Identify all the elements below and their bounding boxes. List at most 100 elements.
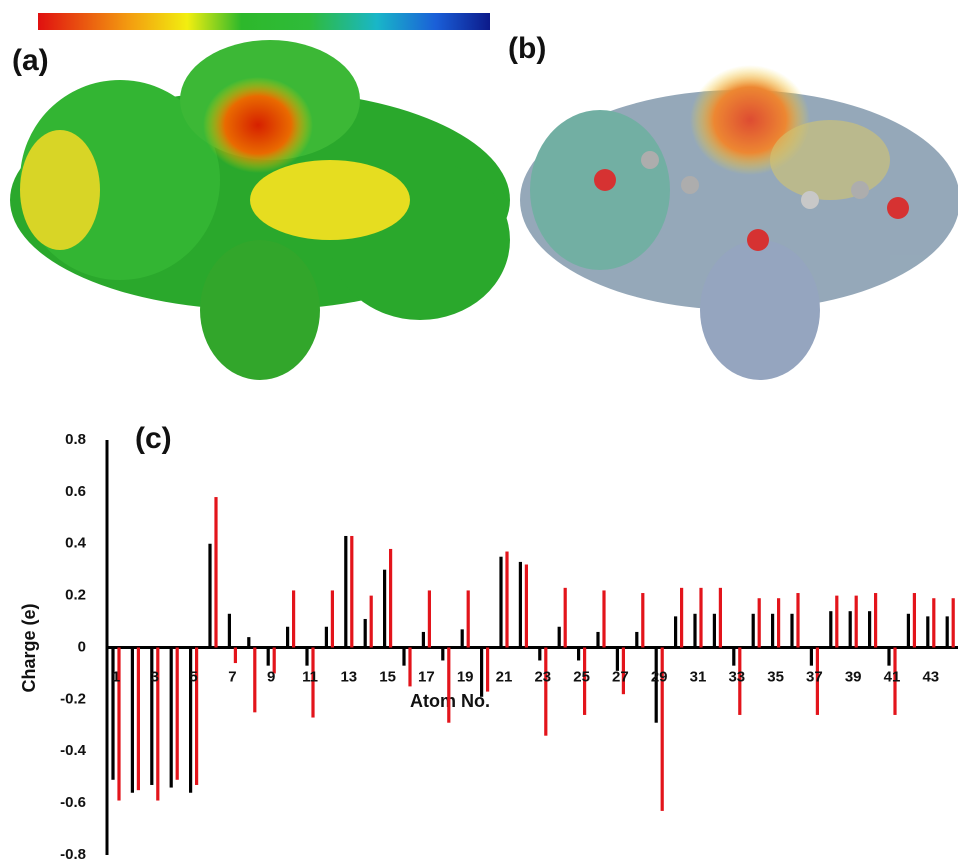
bar	[951, 598, 955, 648]
bar	[214, 497, 218, 648]
bar	[499, 556, 503, 648]
bar	[829, 611, 833, 648]
bar	[718, 587, 722, 648]
bar	[227, 613, 231, 648]
y-axis-title: Charge (e)	[19, 603, 39, 692]
bar	[311, 647, 315, 718]
x-tick-label: 11	[302, 668, 318, 685]
bar	[796, 593, 800, 648]
bar	[641, 593, 645, 648]
bar	[486, 647, 490, 692]
bar	[447, 647, 451, 723]
x-tick-label: 37	[806, 668, 823, 685]
x-tick-label: 25	[573, 668, 590, 685]
bar	[868, 611, 872, 648]
y-tick-label: -0.6	[60, 794, 86, 811]
bar	[893, 647, 897, 715]
bar	[835, 595, 839, 648]
y-tick-label: -0.2	[60, 690, 86, 707]
bar	[427, 590, 431, 648]
bar	[441, 647, 445, 661]
bar	[848, 611, 852, 648]
bar	[169, 647, 173, 788]
bar	[402, 647, 406, 666]
y-tick-label: -0.8	[60, 846, 86, 863]
bar	[596, 631, 600, 648]
x-tick-label: 27	[612, 668, 629, 685]
panel-label: (c)	[135, 422, 172, 455]
x-tick-label: 33	[728, 668, 745, 685]
x-tick-label: 41	[884, 668, 901, 685]
x-tick-label: 21	[496, 668, 513, 685]
panel-label: (b)	[508, 32, 546, 65]
bar	[777, 598, 781, 648]
bar	[693, 613, 697, 648]
panel-b-image	[520, 65, 958, 380]
bar	[932, 598, 936, 648]
x-tick-label: 7	[228, 668, 236, 685]
bar	[272, 647, 276, 674]
bar	[577, 647, 581, 661]
bar	[757, 598, 761, 648]
bar	[906, 613, 910, 648]
x-tick-label: 17	[418, 668, 435, 685]
bar	[563, 587, 567, 648]
bar	[926, 616, 930, 648]
bar	[480, 647, 484, 697]
bar	[466, 590, 470, 648]
bar	[408, 647, 412, 687]
bar	[292, 590, 296, 648]
y-tick-label: 0.6	[65, 483, 86, 500]
x-tick-label: 29	[651, 668, 668, 685]
bar	[887, 647, 891, 666]
x-tick-label: 15	[379, 668, 396, 685]
bar	[538, 647, 542, 661]
x-tick-label: 43	[922, 668, 939, 685]
bar	[790, 613, 794, 648]
bar	[699, 587, 703, 648]
bar	[854, 595, 858, 648]
x-tick-label: 9	[267, 668, 275, 685]
bar	[635, 631, 639, 648]
bar	[583, 647, 587, 715]
x-tick-label: 1	[112, 668, 120, 685]
bar	[912, 593, 916, 648]
bar	[344, 535, 348, 648]
bar	[369, 595, 373, 648]
y-tick-label: 0.2	[65, 587, 86, 604]
bar	[253, 647, 257, 713]
bar	[771, 613, 775, 648]
x-tick-label: 35	[767, 668, 784, 685]
bar	[156, 647, 160, 801]
bar	[621, 647, 625, 695]
bar	[809, 647, 813, 666]
bar	[247, 637, 251, 648]
bar	[363, 618, 367, 648]
bar	[189, 647, 193, 793]
x-tick-label: 23	[534, 668, 551, 685]
x-tick-label: 31	[690, 668, 707, 685]
bar	[712, 613, 716, 648]
panel-label: (a)	[12, 44, 49, 77]
bar	[738, 647, 742, 715]
bar	[524, 564, 528, 648]
x-tick-label: 39	[845, 668, 862, 685]
bar	[751, 613, 755, 648]
bar	[130, 647, 134, 793]
bar	[421, 631, 425, 648]
x-tick-label: 3	[151, 668, 159, 685]
bar	[208, 543, 212, 648]
y-tick-label: -0.4	[60, 742, 87, 759]
y-tick-label: 0	[78, 638, 86, 655]
bar	[660, 647, 664, 811]
bar	[111, 647, 115, 780]
bar	[874, 593, 878, 648]
bar	[505, 551, 509, 648]
bar	[680, 587, 684, 648]
bar	[815, 647, 819, 715]
bar	[945, 616, 949, 648]
bar	[266, 647, 270, 666]
bar	[544, 647, 548, 736]
panel-a-image	[10, 40, 510, 380]
